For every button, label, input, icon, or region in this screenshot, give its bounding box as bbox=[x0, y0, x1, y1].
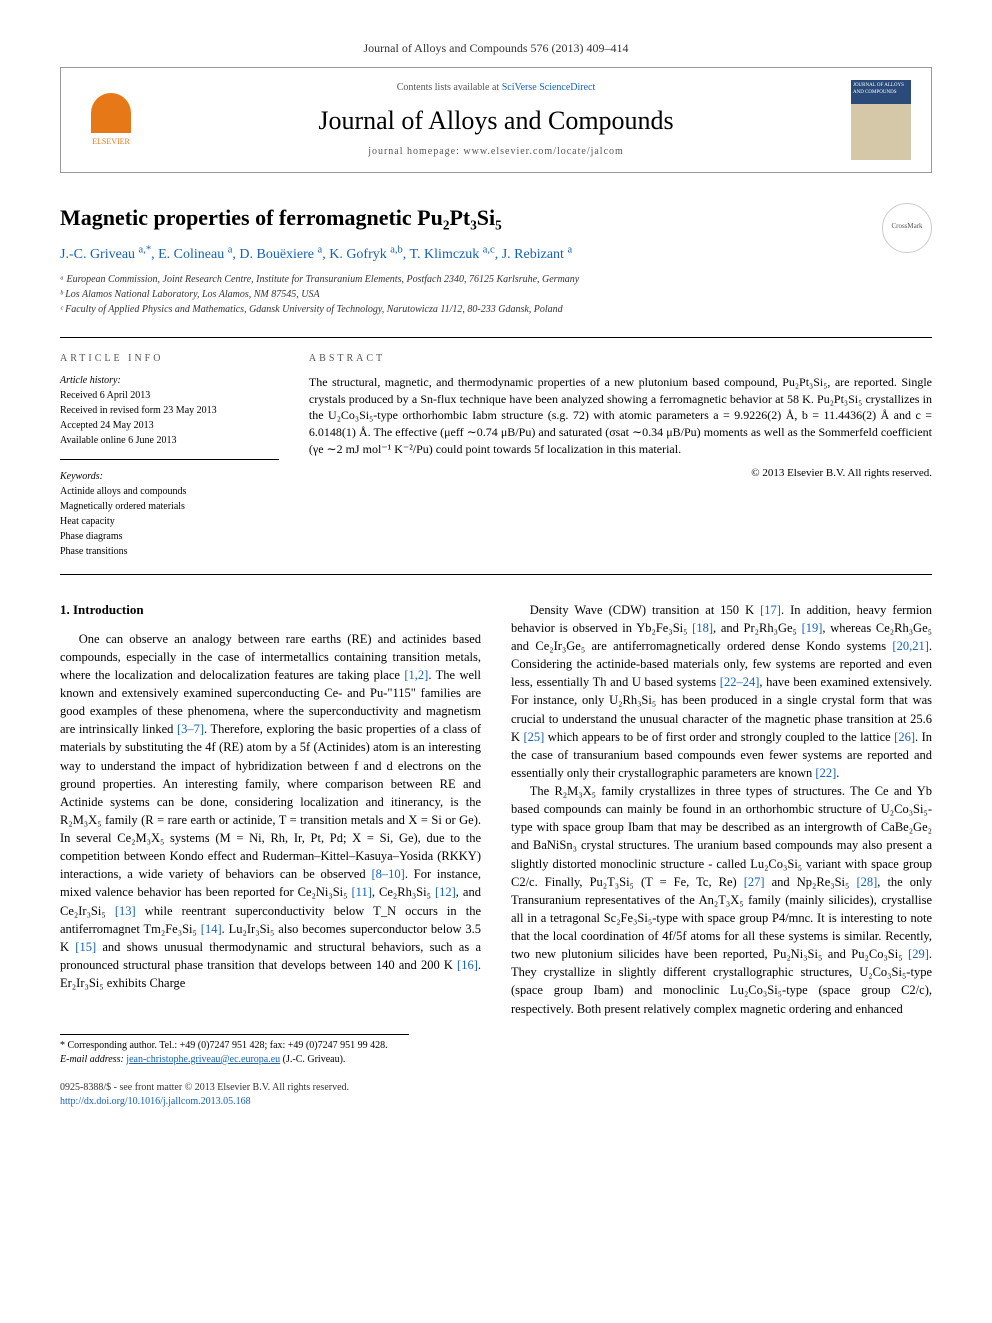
history-item: Available online 6 June 2013 bbox=[60, 434, 279, 448]
journal-name: Journal of Alloys and Compounds bbox=[161, 103, 831, 139]
elsevier-tree-icon bbox=[91, 93, 131, 133]
article-info-label: ARTICLE INFO bbox=[60, 352, 279, 366]
copyright: © 2013 Elsevier B.V. All rights reserved… bbox=[309, 466, 932, 481]
journal-cover-thumbnail[interactable]: JOURNAL OF ALLOYS AND COMPOUNDS bbox=[851, 80, 911, 160]
footnote-email-label: E-mail address: bbox=[60, 1054, 126, 1065]
abstract-text: The structural, magnetic, and thermodyna… bbox=[309, 374, 932, 458]
history-item: Received in revised form 23 May 2013 bbox=[60, 404, 279, 418]
doi-link[interactable]: http://dx.doi.org/10.1016/j.jallcom.2013… bbox=[60, 1096, 251, 1107]
corresponding-author-footnote: * Corresponding author. Tel.: +49 (0)724… bbox=[60, 1039, 932, 1067]
body-paragraph: Density Wave (CDW) transition at 150 K [… bbox=[511, 601, 932, 782]
article-history: Article history: Received 6 April 2013 R… bbox=[60, 374, 279, 460]
article-title: Magnetic properties of ferromagnetic Pu₂… bbox=[60, 203, 932, 234]
keywords-title: Keywords: bbox=[60, 470, 279, 484]
keywords: Keywords: Actinide alloys and compounds … bbox=[60, 470, 279, 559]
body-paragraph: The R₂M₃X₅ family crystallizes in three … bbox=[511, 782, 932, 1018]
issn-line: 0925-8388/$ - see front matter © 2013 El… bbox=[60, 1081, 932, 1095]
journal-header: ELSEVIER Contents lists available at Sci… bbox=[60, 67, 932, 173]
bottom-metadata: 0925-8388/$ - see front matter © 2013 El… bbox=[60, 1081, 932, 1109]
keyword: Magnetically ordered materials bbox=[60, 500, 279, 514]
crossmark-badge[interactable]: CrossMark bbox=[882, 203, 932, 253]
history-item: Received 6 April 2013 bbox=[60, 389, 279, 403]
article-body: 1. Introduction One can observe an analo… bbox=[60, 601, 932, 1018]
author-link[interactable]: J.-C. Griveau a,*, E. Colineau a, D. Bou… bbox=[60, 247, 572, 262]
history-title: Article history: bbox=[60, 374, 279, 388]
homepage-prefix: journal homepage: bbox=[368, 146, 463, 157]
keyword: Phase diagrams bbox=[60, 530, 279, 544]
footnote-separator bbox=[60, 1034, 409, 1035]
sciencedirect-link[interactable]: SciVerse ScienceDirect bbox=[502, 82, 596, 93]
keyword: Phase transitions bbox=[60, 545, 279, 559]
body-paragraph: One can observe an analogy between rare … bbox=[60, 630, 481, 993]
elsevier-label: ELSEVIER bbox=[92, 136, 130, 147]
elsevier-logo[interactable]: ELSEVIER bbox=[81, 85, 141, 155]
keyword: Heat capacity bbox=[60, 515, 279, 529]
footnote-email-suffix: (J.-C. Griveau). bbox=[283, 1054, 346, 1065]
abstract-label: ABSTRACT bbox=[309, 352, 932, 366]
affiliations: ᵃ European Commission, Joint Research Ce… bbox=[60, 273, 932, 317]
keyword: Actinide alloys and compounds bbox=[60, 485, 279, 499]
history-item: Accepted 24 May 2013 bbox=[60, 419, 279, 433]
contents-prefix: Contents lists available at bbox=[397, 82, 502, 93]
section-heading: 1. Introduction bbox=[60, 601, 481, 620]
footnote-tel: * Corresponding author. Tel.: +49 (0)724… bbox=[60, 1039, 932, 1053]
homepage-url[interactable]: www.elsevier.com/locate/jalcom bbox=[463, 146, 623, 157]
affiliation: ᵇ Los Alamos National Laboratory, Los Al… bbox=[60, 288, 932, 302]
affiliation: ᶜ Faculty of Applied Physics and Mathema… bbox=[60, 303, 932, 317]
contents-line: Contents lists available at SciVerse Sci… bbox=[161, 81, 831, 95]
homepage-line: journal homepage: www.elsevier.com/locat… bbox=[161, 145, 831, 159]
affiliation: ᵃ European Commission, Joint Research Ce… bbox=[60, 273, 932, 287]
footnote-email-link[interactable]: jean-christophe.griveau@ec.europa.eu bbox=[126, 1054, 280, 1065]
journal-reference: Journal of Alloys and Compounds 576 (201… bbox=[60, 40, 932, 57]
authors: J.-C. Griveau a,*, E. Colineau a, D. Bou… bbox=[60, 244, 932, 265]
